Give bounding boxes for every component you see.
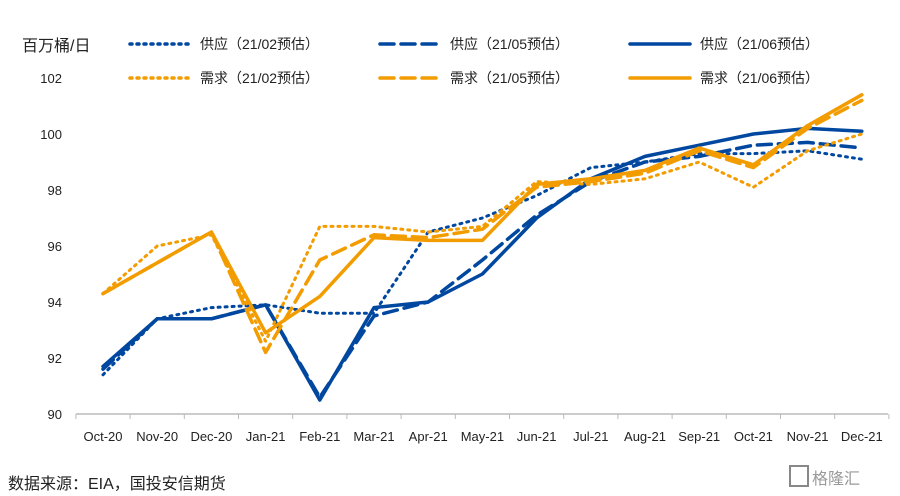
x-tick-label: Apr-21 — [409, 429, 448, 444]
series-line-4 — [101, 98, 864, 355]
x-tick-label: Jul-21 — [573, 429, 608, 444]
series-line-2 — [101, 126, 864, 402]
y-tick-label: 98 — [48, 183, 62, 198]
y-tick-label: 92 — [48, 351, 62, 366]
x-tick-label: Oct-20 — [83, 429, 122, 444]
x-tick-label: Jun-21 — [517, 429, 557, 444]
legend-label-3: 需求（21/02预估） — [200, 70, 319, 86]
source-note: 数据来源：EIA，国投安信期货 — [8, 476, 226, 493]
legend-label-0: 供应（21/02预估） — [200, 36, 319, 52]
series-line-1 — [101, 140, 864, 399]
y-tick-label: 94 — [48, 295, 62, 310]
y-tick-label: 90 — [48, 407, 62, 422]
series-line-0 — [101, 149, 864, 377]
x-tick-label: Dec-21 — [841, 429, 883, 444]
x-tick-label: Dec-20 — [190, 429, 232, 444]
x-tick-label: Jan-21 — [246, 429, 286, 444]
legend-label-4: 需求（21/05预估） — [450, 70, 569, 86]
x-tick-label: Aug-21 — [624, 429, 666, 444]
watermark-text: 格隆汇 — [812, 470, 860, 488]
x-tick-label: Nov-21 — [787, 429, 829, 444]
watermark-logo-icon — [789, 465, 809, 487]
legend-label-1: 供应（21/05预估） — [450, 36, 569, 52]
x-tick-label: May-21 — [461, 429, 504, 444]
x-tick-label: Feb-21 — [299, 429, 340, 444]
y-tick-label: 102 — [40, 71, 62, 86]
x-tick-label: Mar-21 — [353, 429, 394, 444]
series-line-5 — [101, 93, 864, 335]
x-tick-label: Nov-20 — [136, 429, 178, 444]
y-tick-label: 96 — [48, 239, 62, 254]
y-axis-unit: 百万桶/日 — [22, 38, 91, 55]
y-tick-label: 100 — [40, 127, 62, 142]
legend-label-2: 供应（21/06预估） — [700, 36, 819, 52]
x-tick-label: Oct-21 — [734, 429, 773, 444]
x-tick-label: Sep-21 — [678, 429, 720, 444]
legend-label-5: 需求（21/06预估） — [700, 70, 819, 86]
